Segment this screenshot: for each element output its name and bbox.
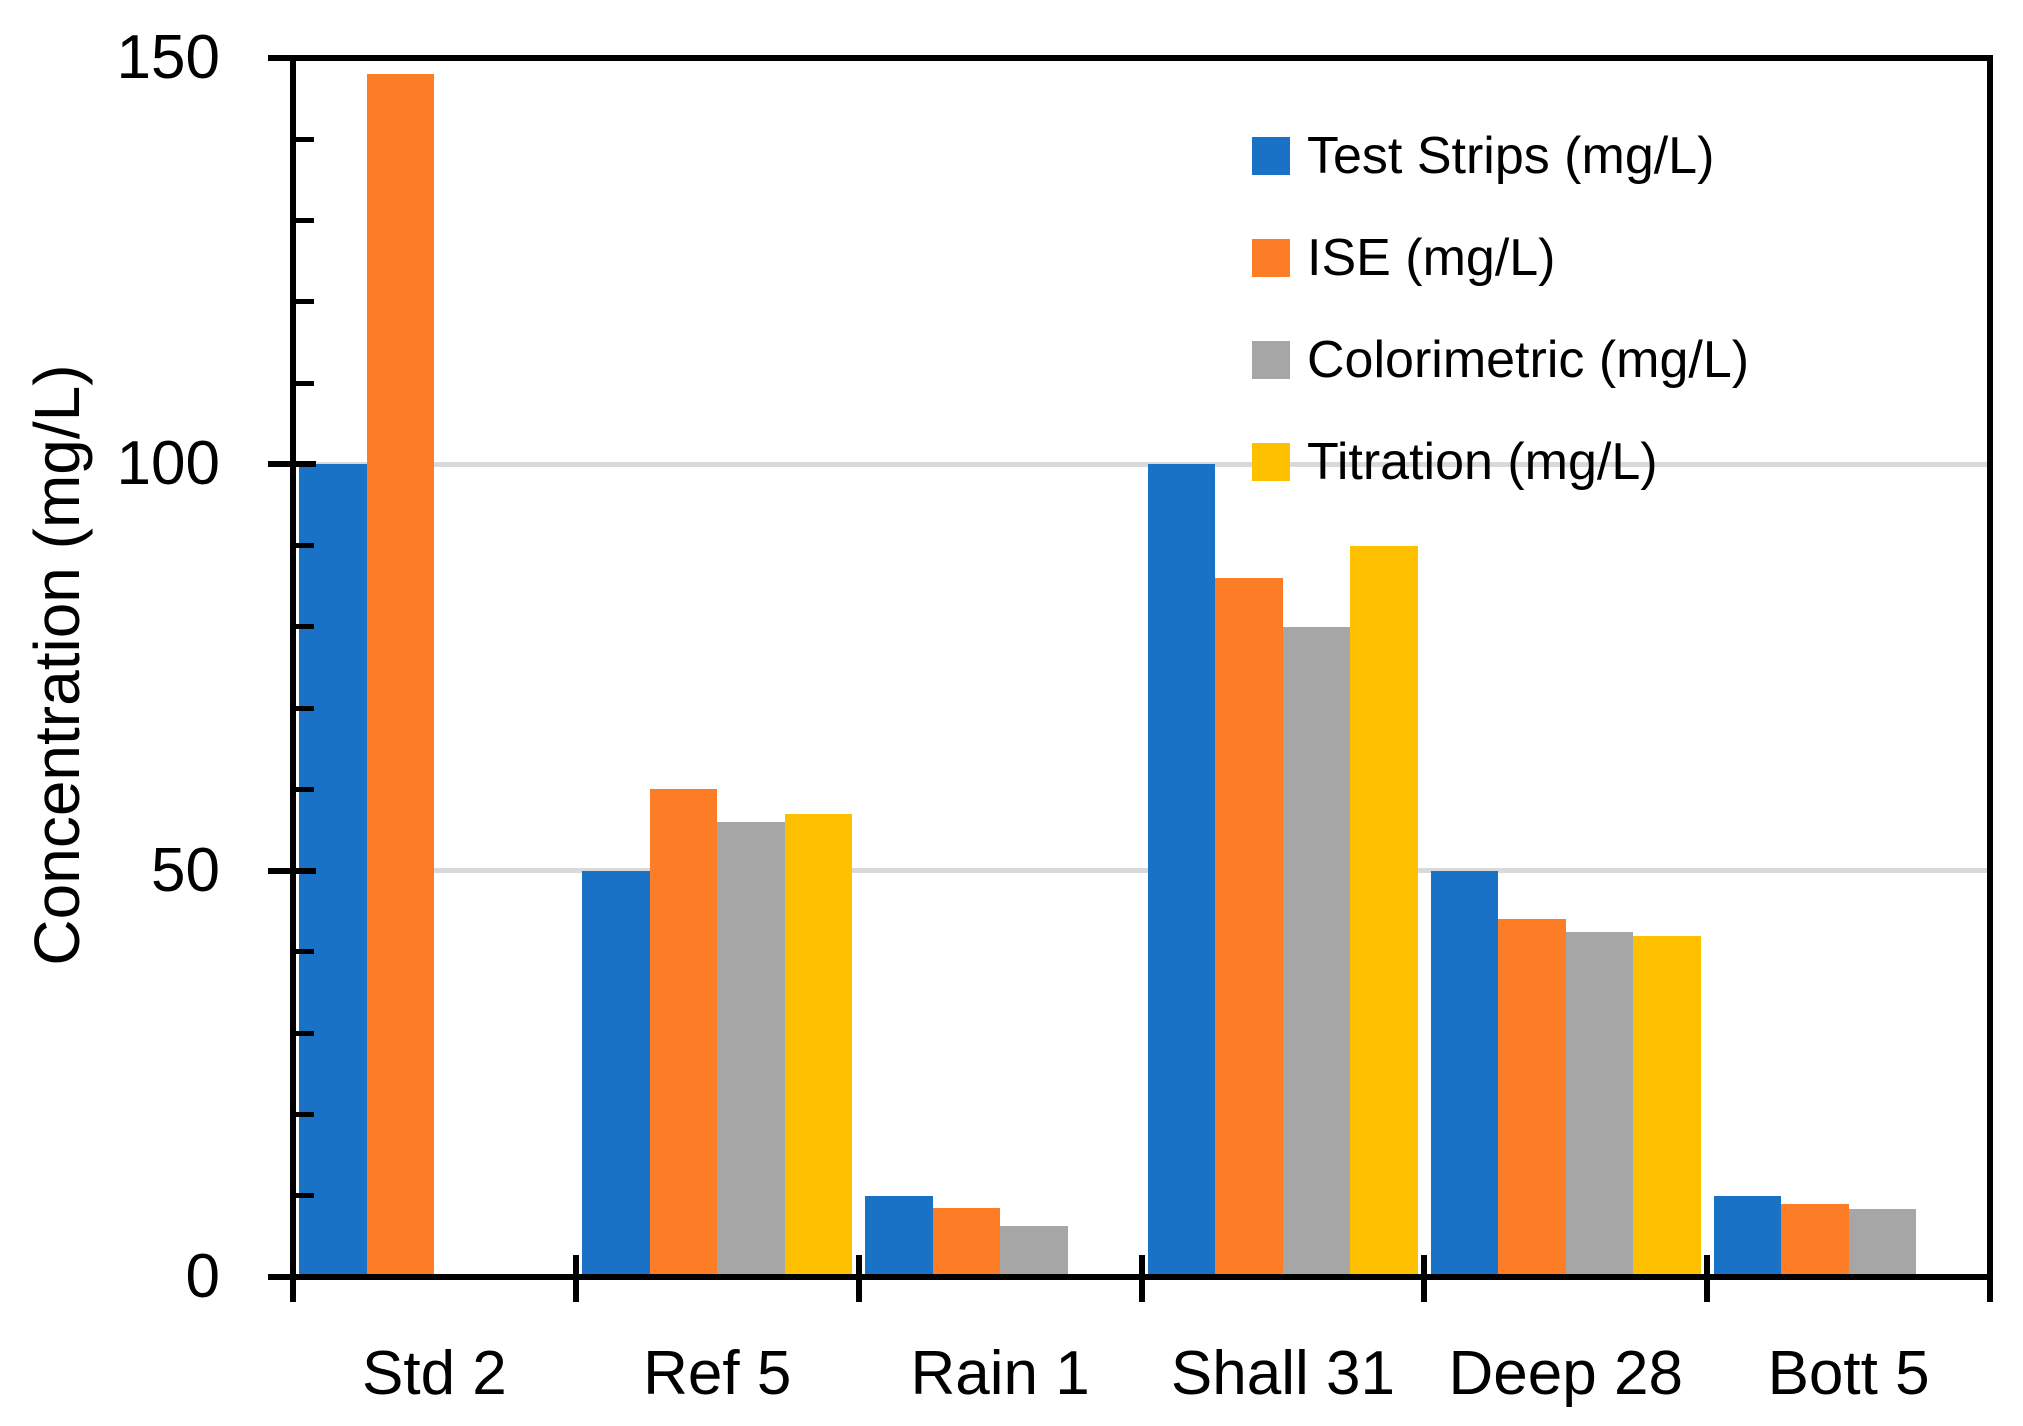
gridline [293, 868, 1990, 874]
bar-colorimetric-mg-l-bott-5 [1848, 1208, 1917, 1277]
x-boundary-tick [855, 1255, 862, 1302]
plot-border-right [1987, 55, 1993, 1302]
bar-titration-mg-l-shall-31 [1350, 545, 1418, 1277]
y-major-tick [268, 55, 316, 61]
x-category-label-rain-1: Rain 1 [910, 1339, 1090, 1408]
legend-marker-test-strips-mg-l [1252, 137, 1290, 175]
bar-test-strips-mg-l-deep-28 [1430, 870, 1499, 1277]
bar-colorimetric-mg-l-ref-5 [717, 821, 785, 1277]
legend-label-colorimetric-mg-l: Colorimetric (mg/L) [1307, 331, 1750, 389]
y-tick-label: 100 [116, 429, 220, 499]
x-boundary-tick [1138, 1255, 1145, 1302]
legend-marker-colorimetric-mg-l [1252, 341, 1290, 379]
legend-marker-ise-mg-l [1252, 239, 1290, 277]
bar-test-strips-mg-l-rain-1 [865, 1195, 933, 1277]
bar-titration-mg-l-ref-5 [784, 813, 853, 1277]
y-major-tick [268, 461, 316, 468]
legend-label-titration-mg-l: Titration (mg/L) [1307, 433, 1658, 491]
bar-test-strips-mg-l-shall-31 [1147, 464, 1216, 1277]
y-tick-label: 0 [185, 1242, 220, 1311]
x-category-label-ref-5: Ref 5 [643, 1339, 792, 1408]
bar-titration-mg-l-deep-28 [1633, 935, 1701, 1277]
bar-ise-mg-l-deep-28 [1498, 919, 1566, 1277]
x-category-label-shall-31: Shall 31 [1170, 1339, 1395, 1408]
x-boundary-tick [1704, 1255, 1711, 1302]
x-boundary-tick [1421, 1255, 1428, 1302]
plot-border-top [268, 55, 1990, 61]
bar-test-strips-mg-l-ref-5 [582, 870, 650, 1277]
legend-label-ise-mg-l: ISE (mg/L) [1307, 229, 1556, 287]
y-tick-label: 150 [116, 23, 220, 92]
y-minor-tick [293, 786, 314, 792]
y-tick-label: 50 [151, 835, 220, 905]
x-axis-line [268, 1274, 1990, 1280]
legend-marker-titration-mg-l [1252, 443, 1290, 481]
x-category-label-bott-5: Bott 5 [1767, 1339, 1930, 1408]
x-category-label-deep-28: Deep 28 [1448, 1339, 1683, 1408]
bar-test-strips-mg-l-bott-5 [1713, 1195, 1782, 1277]
bar-colorimetric-mg-l-deep-28 [1565, 931, 1634, 1277]
y-minor-tick [293, 624, 314, 630]
bar-colorimetric-mg-l-shall-31 [1282, 626, 1351, 1277]
y-major-tick [268, 867, 316, 874]
bar-colorimetric-mg-l-rain-1 [1000, 1225, 1068, 1277]
bar-ise-mg-l-rain-1 [932, 1207, 1001, 1277]
y-minor-tick [293, 543, 314, 549]
gridline [293, 461, 1990, 467]
bar-ise-mg-l-shall-31 [1215, 578, 1283, 1277]
legend-label-test-strips-mg-l: Test Strips (mg/L) [1307, 127, 1715, 185]
y-major-tick [268, 1274, 316, 1280]
y-minor-tick [293, 380, 314, 386]
bar-ise-mg-l-ref-5 [649, 789, 718, 1277]
y-minor-tick [293, 1193, 314, 1199]
y-minor-tick [293, 1030, 314, 1036]
y-minor-tick [293, 705, 314, 711]
y-minor-tick [293, 218, 314, 224]
y-axis-line [290, 55, 296, 1302]
y-minor-tick [293, 949, 314, 955]
bar-ise-mg-l-bott-5 [1781, 1203, 1849, 1277]
bar-ise-mg-l-std-2 [366, 74, 435, 1277]
y-minor-tick [293, 136, 314, 142]
x-boundary-tick [572, 1255, 579, 1302]
y-minor-tick [293, 299, 314, 305]
y-minor-tick [293, 1111, 314, 1117]
x-category-label-std-2: Std 2 [362, 1339, 507, 1408]
